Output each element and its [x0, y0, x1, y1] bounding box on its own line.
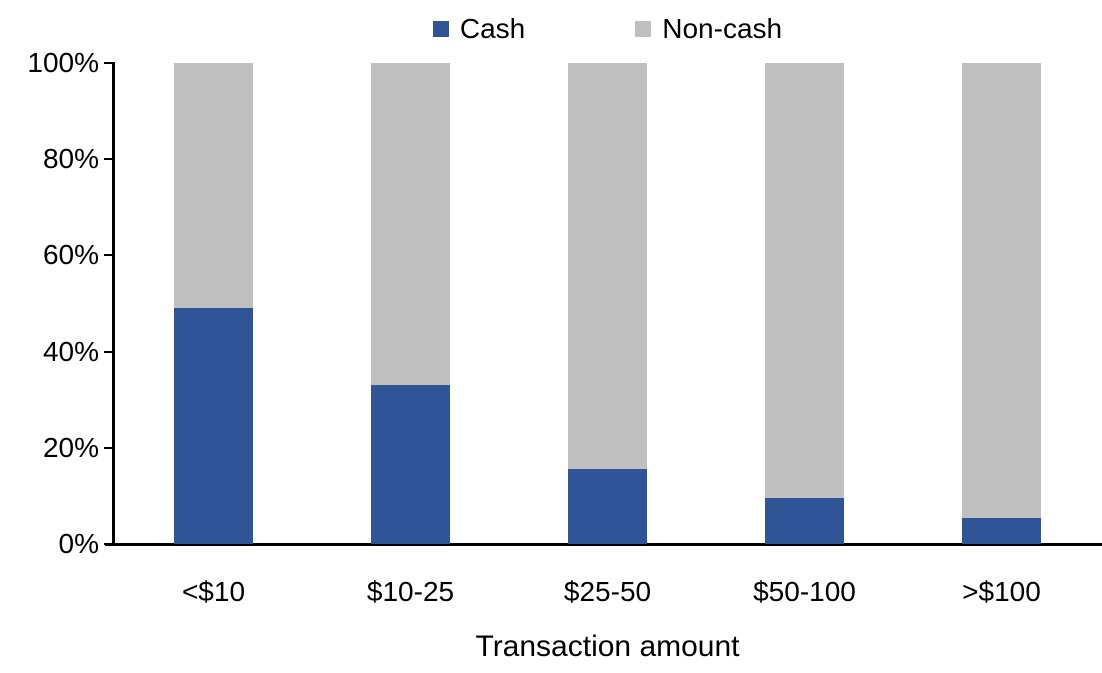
- x-axis-line: [105, 543, 1102, 546]
- bar-group: [568, 63, 647, 544]
- y-tick-label: 0%: [58, 528, 99, 559]
- y-tick-mark: [104, 350, 113, 353]
- x-category-label: $25-50: [563, 576, 652, 607]
- y-tick-label: 100%: [27, 47, 99, 78]
- bar-segment-cash: [962, 517, 1041, 544]
- bar-segment-non-cash: [765, 63, 844, 499]
- y-tick-mark: [104, 446, 113, 449]
- y-tick-mark: [104, 62, 113, 64]
- x-category-label: <$10: [181, 576, 246, 607]
- cash-legend-label: Cash: [459, 13, 526, 44]
- bar-group: [174, 63, 253, 544]
- non-cash-legend-label: Non-cash: [662, 13, 783, 44]
- cash-legend-swatch: [432, 21, 449, 37]
- bar-segment-cash: [765, 498, 844, 544]
- y-tick-mark: [104, 158, 113, 161]
- bar-group: [765, 63, 844, 544]
- y-tick-label: 60%: [42, 239, 99, 271]
- x-category-label: $50-100: [753, 576, 856, 607]
- bar-segment-non-cash: [568, 63, 647, 470]
- y-tick-mark: [104, 254, 113, 257]
- bar-group: [962, 63, 1041, 544]
- non-cash-legend-swatch: [635, 21, 652, 37]
- y-tick-label: 80%: [42, 143, 99, 175]
- bar-group: [371, 63, 450, 544]
- legend-item-cash: Cash: [432, 12, 526, 46]
- bar-segment-cash: [371, 385, 450, 544]
- y-tick-mark: [104, 543, 113, 545]
- x-axis-title: Transaction amount: [475, 630, 740, 663]
- bar-segment-non-cash: [371, 63, 450, 386]
- bar-segment-non-cash: [174, 63, 253, 309]
- y-axis-line: [112, 62, 115, 546]
- legend: Cash Non-cash: [115, 12, 1100, 46]
- bar-segment-cash: [174, 308, 253, 544]
- x-category-label: $10-25: [366, 576, 455, 607]
- x-category-label: >$100: [962, 576, 1041, 607]
- bar-segment-cash: [568, 469, 647, 544]
- legend-item-non-cash: Non-cash: [635, 12, 782, 46]
- bar-segment-non-cash: [962, 63, 1041, 518]
- y-tick-label: 20%: [42, 431, 99, 463]
- y-tick-label: 40%: [42, 335, 99, 367]
